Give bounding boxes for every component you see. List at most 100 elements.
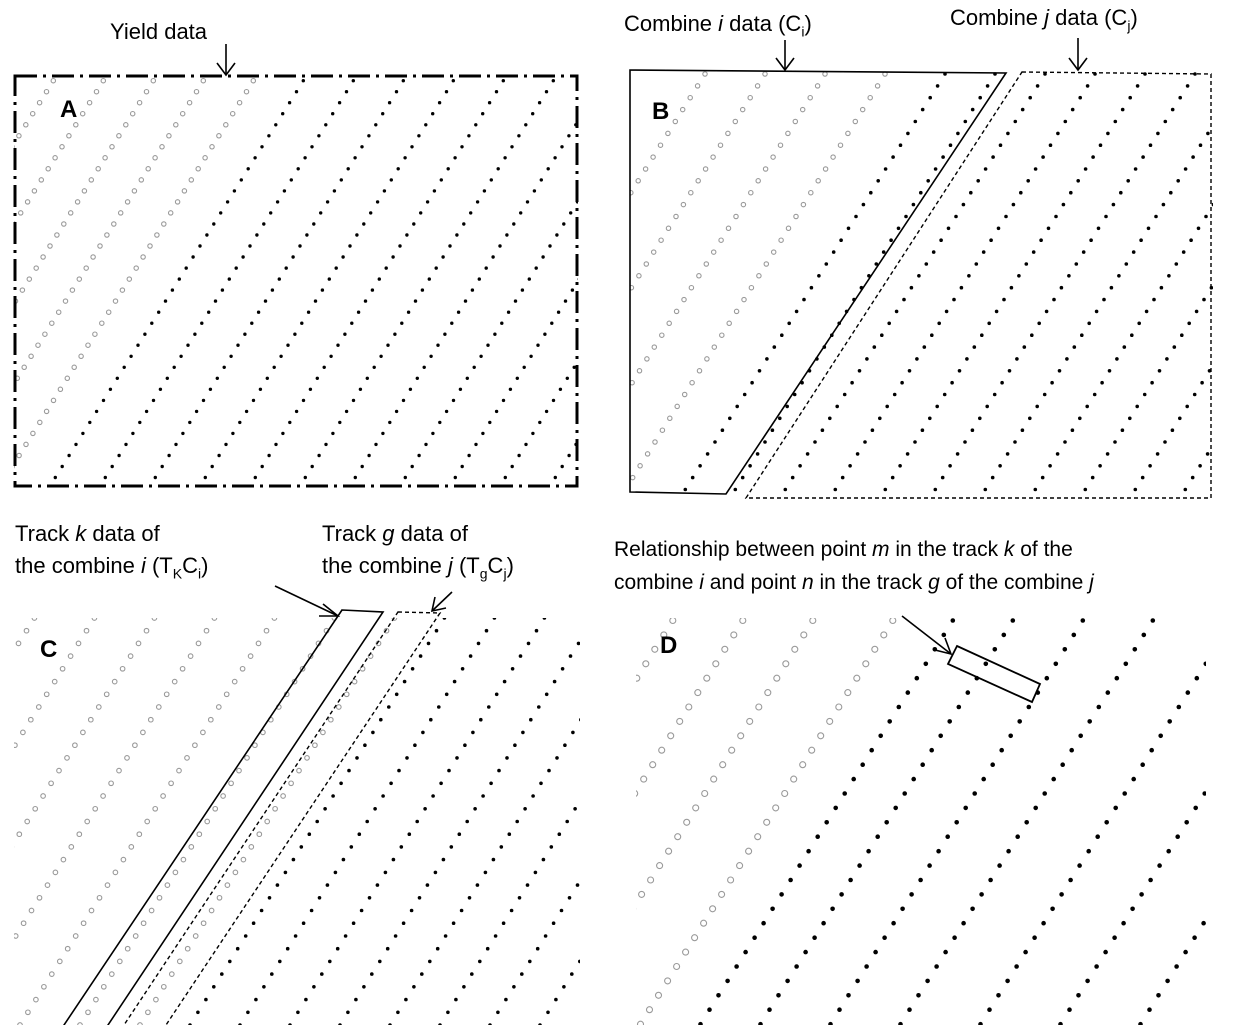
combine-j-point — [186, 343, 190, 347]
combine-j-point — [1089, 238, 1093, 242]
combine-j-point — [742, 392, 747, 397]
combine-j-point — [1113, 805, 1118, 811]
combine-j-point — [487, 101, 492, 105]
combine-i-point — [702, 71, 708, 77]
combine-i-point — [100, 983, 107, 990]
combine-i-point — [47, 243, 53, 249]
combine-j-point — [959, 285, 964, 290]
combine-j-point — [851, 776, 856, 782]
combine-i-point — [43, 408, 50, 415]
combine-i-point — [220, 793, 226, 799]
combine-j-point — [728, 416, 732, 421]
combine-j-point — [551, 79, 555, 83]
combine-j-point — [1166, 848, 1171, 854]
combine-j-point — [53, 475, 57, 480]
combine-j-point — [1214, 120, 1218, 124]
combine-j-point — [315, 376, 319, 380]
combine-i-point — [136, 831, 143, 838]
combine-j-point — [475, 200, 480, 204]
combine-j-point — [1165, 357, 1169, 361]
combine-i-point — [792, 118, 799, 125]
combine-j-point — [1141, 632, 1147, 638]
combine-j-point — [262, 985, 266, 989]
combine-j-point — [1176, 500, 1180, 504]
panel-d-relationship-label-line1: Relationship between point m in the trac… — [614, 538, 1073, 561]
combine-j-point — [788, 877, 793, 883]
combine-j-point — [930, 333, 934, 338]
combine-j-point — [842, 392, 847, 397]
combine-j-point — [393, 332, 397, 336]
combine-j-point — [208, 387, 213, 391]
combine-i-point — [280, 793, 286, 799]
combine-i-point — [17, 210, 24, 216]
combine-j-point — [1083, 487, 1088, 492]
combine-j-point — [934, 964, 939, 969]
combine-j-point — [381, 431, 385, 436]
combine-i-point — [209, 144, 215, 150]
combine-j-point — [251, 921, 256, 925]
combine-i-point — [709, 905, 717, 913]
combine-i-point — [727, 876, 735, 884]
combine-j-point — [425, 883, 430, 887]
combine-i-point — [120, 856, 127, 863]
combine-i-point — [211, 618, 218, 621]
combine-j-point — [1006, 848, 1011, 854]
combine-j-point — [353, 156, 357, 160]
panel-a-yield-boundary — [13, 74, 579, 488]
combine-j-point — [1052, 297, 1056, 302]
combine-j-point — [1039, 238, 1043, 242]
combine-i-point — [83, 265, 89, 271]
combine-j-point — [489, 178, 493, 182]
combine-j-point — [255, 233, 259, 237]
combine-i-point — [271, 618, 278, 621]
combine-j-point — [507, 832, 512, 836]
combine-j-point — [947, 719, 952, 724]
combine-j-point — [241, 255, 245, 259]
combine-j-point — [780, 333, 784, 338]
combine-i-point — [688, 189, 694, 196]
panel-d — [636, 615, 1206, 1025]
combine-j-point — [385, 946, 390, 951]
combine-j-point — [905, 452, 910, 456]
combine-i-point — [155, 704, 162, 710]
combine-i-point — [762, 166, 769, 172]
combine-j-point — [355, 233, 359, 237]
combine-j-point — [885, 404, 889, 409]
panel-c — [14, 585, 580, 1025]
combine-i-point — [181, 188, 188, 194]
combine-i-point — [764, 689, 772, 697]
combine-i-point — [97, 243, 103, 249]
combine-j-point — [296, 1010, 300, 1015]
combine-j-point — [384, 266, 388, 270]
combine-j-point — [698, 464, 702, 468]
combine-i-point — [652, 439, 658, 445]
combine-i-point — [676, 717, 684, 725]
combine-j-point — [346, 167, 350, 171]
combine-j-point — [933, 167, 938, 171]
combine-j-point — [978, 416, 982, 421]
combine-i-point — [299, 665, 306, 672]
combine-j-point — [991, 155, 995, 159]
combine-j-point — [1185, 84, 1190, 88]
combine-j-point — [1085, 978, 1090, 984]
combine-j-point — [1028, 95, 1032, 100]
combine-j-point — [494, 409, 499, 414]
combine-j-point — [1028, 416, 1032, 421]
combine-j-point — [294, 90, 299, 94]
combine-j-point — [281, 112, 285, 116]
combine-j-point — [388, 420, 392, 425]
combine-j-point — [379, 717, 383, 722]
combine-i-point — [320, 729, 326, 736]
combine-j-point — [765, 357, 769, 361]
combine-j-point — [562, 985, 566, 989]
combine-j-point — [581, 112, 584, 115]
combine-j-point — [998, 143, 1003, 147]
combine-i-point — [635, 178, 641, 184]
combine-j-point — [358, 387, 363, 391]
combine-j-point — [1000, 380, 1004, 385]
combine-j-point — [546, 167, 550, 171]
combine-i-point — [108, 971, 115, 977]
combine-j-point — [1092, 392, 1097, 397]
combine-j-point — [935, 404, 939, 409]
combine-i-point — [822, 71, 828, 77]
